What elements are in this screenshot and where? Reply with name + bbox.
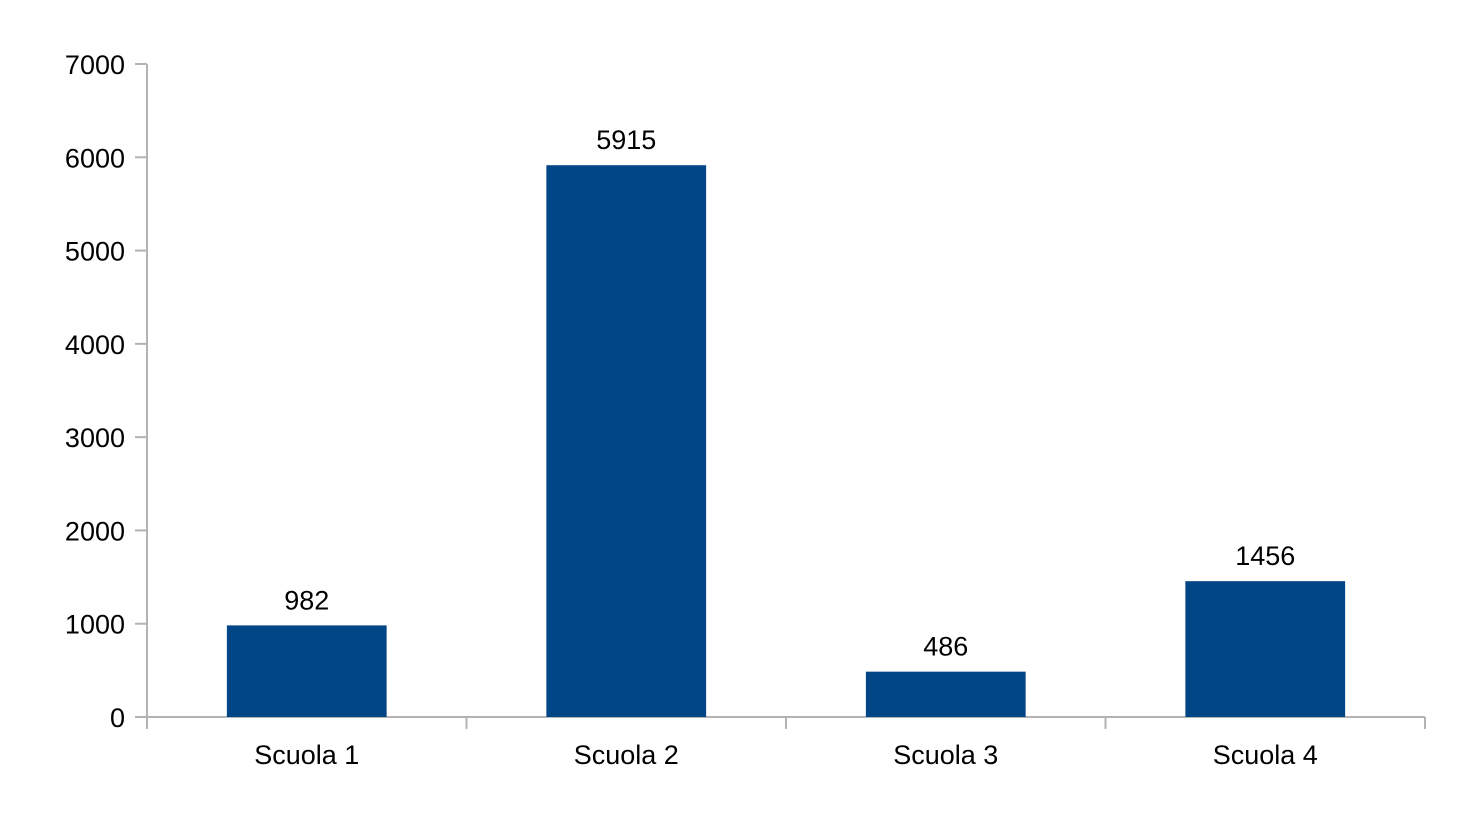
bar-3: [865, 671, 1026, 717]
data-label-4: 1456: [1235, 541, 1295, 571]
bar-4: [1185, 581, 1346, 717]
data-labels: 982 5915 486 1456: [284, 125, 1295, 661]
x-category-label: Scuola 4: [1213, 740, 1318, 770]
y-tick-label: 5000: [65, 237, 125, 267]
bars: [226, 165, 1346, 718]
y-tick-label: 7000: [65, 50, 125, 80]
x-axis-ticks: Scuola 1 Scuola 2 Scuola 3 Scuola 4: [146, 717, 1426, 770]
x-category-label: Scuola 3: [893, 740, 998, 770]
y-tick-label: 3000: [65, 423, 125, 453]
y-axis-ticks: 0 1000 2000 3000 4000 5000 6000 7000: [65, 50, 147, 733]
data-label-1: 982: [284, 585, 329, 615]
x-category-label: Scuola 2: [574, 740, 679, 770]
data-label-3: 486: [923, 632, 968, 662]
bar-2: [546, 165, 707, 718]
y-tick-label: 2000: [65, 516, 125, 546]
y-tick-label: 6000: [65, 143, 125, 173]
bar-1: [226, 625, 387, 717]
y-tick-label: 0: [110, 703, 125, 733]
y-tick-label: 4000: [65, 330, 125, 360]
y-tick-label: 1000: [65, 610, 125, 640]
data-label-2: 5915: [596, 125, 656, 155]
x-category-label: Scuola 1: [254, 740, 359, 770]
